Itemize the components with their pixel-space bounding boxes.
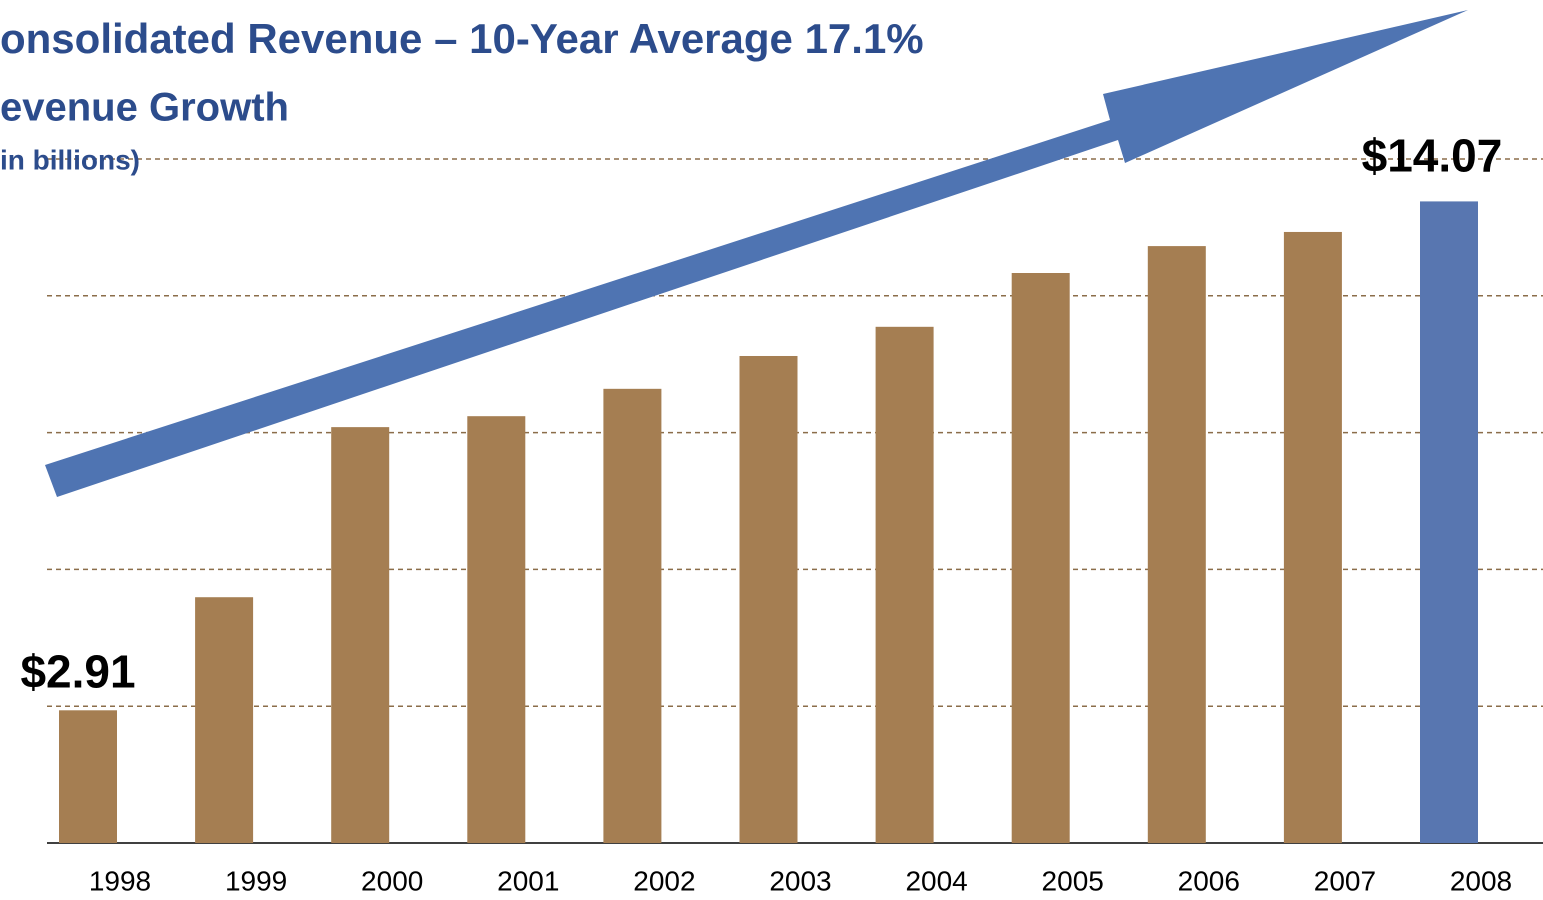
growth-arrow — [45, 10, 1468, 497]
chart-title: onsolidated Revenue – 10-Year Average 17… — [0, 15, 924, 62]
unit-label: in billions) — [0, 144, 140, 175]
chart-subtitle: evenue Growth — [0, 86, 289, 130]
bar — [1011, 273, 1070, 843]
bar — [467, 416, 526, 843]
bar — [1147, 246, 1206, 843]
bar — [59, 710, 117, 843]
x-tick-label: 2004 — [905, 865, 967, 896]
x-tick-label: 2002 — [633, 865, 695, 896]
value-label: $14.07 — [1362, 130, 1503, 182]
x-tick-label: 1998 — [89, 865, 151, 896]
x-tick-label: 2006 — [1178, 865, 1240, 896]
bar — [603, 388, 662, 843]
x-tick-label: 2007 — [1314, 865, 1376, 896]
bar — [875, 326, 934, 844]
x-tick-label: 2000 — [361, 865, 423, 896]
x-tick-label: 2005 — [1042, 865, 1104, 896]
x-tick-label: 2003 — [769, 865, 831, 896]
x-tick-label: 2001 — [497, 865, 559, 896]
bar — [1283, 231, 1342, 843]
x-tick-label: 1999 — [225, 865, 287, 896]
bar — [739, 355, 798, 843]
bar — [195, 597, 254, 843]
x-tick-label: 2008 — [1450, 865, 1512, 896]
bar — [331, 427, 390, 843]
bar — [1420, 201, 1478, 843]
value-label: $2.91 — [20, 645, 135, 697]
